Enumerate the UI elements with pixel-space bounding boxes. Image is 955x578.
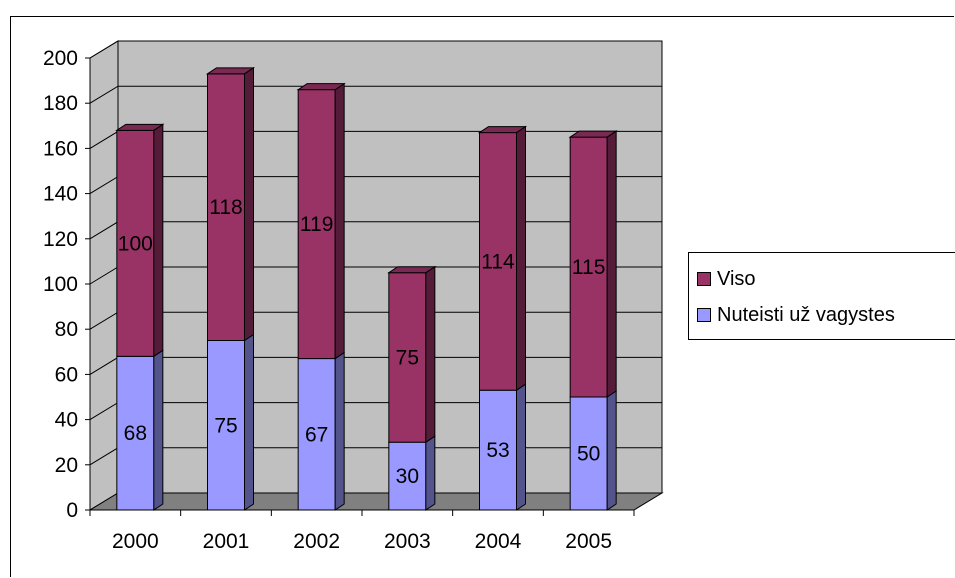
bar-front-1 <box>479 132 517 391</box>
data-label: 100 <box>118 232 153 255</box>
bar-side-0 <box>606 390 617 511</box>
bar-front-0 <box>388 441 427 511</box>
bar-side-0 <box>244 333 254 511</box>
bar-side-1 <box>334 82 345 360</box>
y-tick-label: 180 <box>43 92 78 115</box>
y-tick-label: 200 <box>43 47 78 70</box>
data-label: 67 <box>305 423 328 446</box>
bar-top <box>477 126 528 134</box>
bar-top <box>296 83 346 91</box>
data-label: 115 <box>572 256 605 279</box>
bar-front-1 <box>116 129 155 357</box>
x-tick-label: 2004 <box>475 530 522 553</box>
data-label: 75 <box>396 346 419 369</box>
legend-label-nuteisti: Nuteisti už vagystes <box>717 303 895 326</box>
data-label: 75 <box>214 414 237 437</box>
y-tick-label: 40 <box>55 409 78 432</box>
y-tick-label: 120 <box>43 228 78 251</box>
data-label: 68 <box>124 422 147 445</box>
chart-frame <box>10 16 954 577</box>
bar-top <box>115 123 165 131</box>
legend-label-viso: Viso <box>717 267 756 290</box>
legend-swatch-viso <box>697 272 711 286</box>
y-tick-label: 160 <box>43 137 78 160</box>
legend: Viso Nuteisti už vagystes <box>688 252 955 340</box>
y-tick-label: 0 <box>66 499 78 522</box>
bar-side-1 <box>516 125 526 392</box>
data-label: 114 <box>481 250 515 273</box>
data-label: 118 <box>209 196 242 219</box>
bar-front-0 <box>569 396 608 511</box>
bar-side-1 <box>425 265 436 444</box>
bar-side-0 <box>425 435 436 511</box>
bar-side-1 <box>606 130 617 398</box>
bar-front-0 <box>116 355 155 511</box>
data-label: 119 <box>300 213 333 236</box>
bar-top <box>387 266 437 274</box>
x-tick-label: 2002 <box>293 530 340 553</box>
bar-front-0 <box>207 340 245 511</box>
bar-side-0 <box>334 351 345 511</box>
legend-item-viso: Viso <box>697 267 756 291</box>
bar-front-1 <box>297 89 336 360</box>
y-tick-label: 60 <box>55 363 78 386</box>
bar-front-0 <box>479 389 517 511</box>
bar-side-0 <box>153 349 164 511</box>
legend-item-nuteisti: Nuteisti už vagystes <box>697 303 895 327</box>
x-tick-label: 2001 <box>203 530 250 553</box>
gridline <box>89 40 662 59</box>
x-tick-label: 2005 <box>565 530 612 553</box>
y-tick-label: 140 <box>43 183 78 206</box>
data-label: 53 <box>486 439 509 462</box>
bar-top <box>568 130 618 138</box>
bar-top <box>205 67 256 75</box>
gridline <box>89 85 662 104</box>
bar-front-0 <box>297 358 336 511</box>
y-tick-label: 80 <box>55 318 78 341</box>
bar-side-0 <box>516 383 526 511</box>
y-tick-label: 100 <box>43 273 78 296</box>
legend-swatch-nuteisti <box>697 308 711 322</box>
data-label: 50 <box>577 443 600 466</box>
x-tick-label: 2000 <box>112 530 159 553</box>
bar-side-1 <box>153 123 164 358</box>
bar-side-1 <box>244 66 254 342</box>
x-tick-label: 2003 <box>384 530 431 553</box>
y-tick-label: 20 <box>55 454 78 477</box>
data-label: 30 <box>396 465 419 488</box>
